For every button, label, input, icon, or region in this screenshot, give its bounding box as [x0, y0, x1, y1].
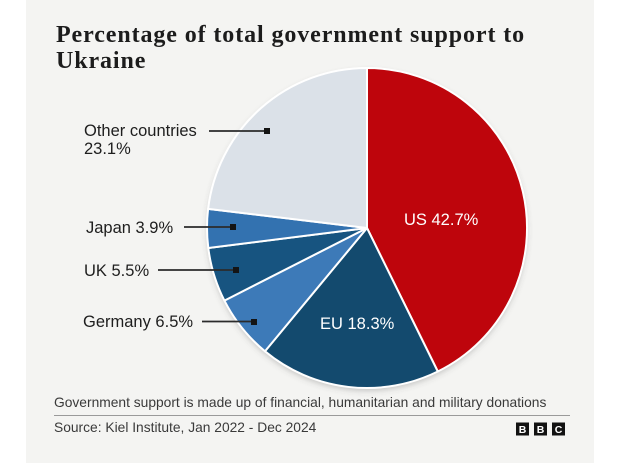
- svg-text:B: B: [537, 424, 545, 436]
- svg-text:C: C: [555, 424, 563, 436]
- svg-text:B: B: [519, 424, 527, 436]
